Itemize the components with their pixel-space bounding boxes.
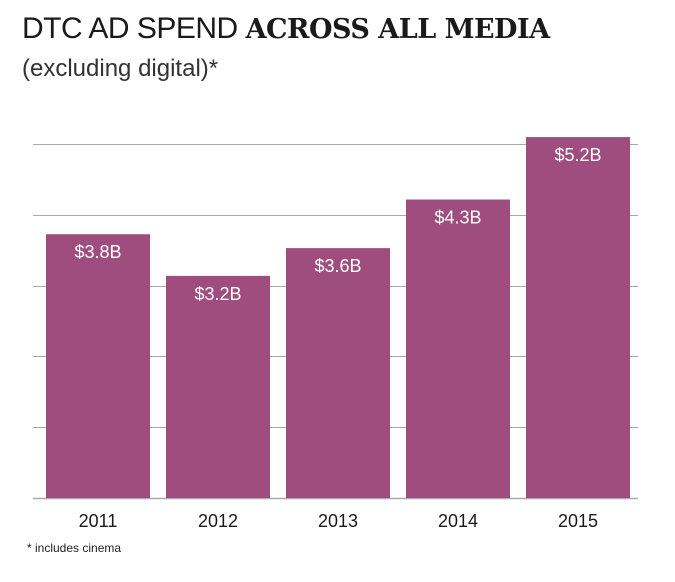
x-tick-2012: 2012 bbox=[198, 511, 238, 531]
data-labels: $3.8B $3.2B $3.6B $4.3B $5.2B bbox=[74, 145, 601, 304]
bar-label-2011: $3.8B bbox=[74, 242, 121, 262]
bar-label-2015: $5.2B bbox=[554, 145, 601, 165]
chart-subtitle: (excluding digital)* bbox=[22, 55, 219, 82]
x-tick-2013: 2013 bbox=[318, 511, 358, 531]
x-tick-2015: 2015 bbox=[558, 511, 598, 531]
x-tick-2011: 2011 bbox=[79, 511, 118, 531]
bar-2011 bbox=[46, 234, 150, 498]
bar-label-2012: $3.2B bbox=[194, 284, 241, 304]
bar-label-2014: $4.3B bbox=[434, 208, 481, 228]
bar-2015 bbox=[526, 137, 630, 498]
x-tick-2014: 2014 bbox=[438, 511, 478, 531]
bar-2013 bbox=[286, 248, 390, 498]
x-axis-ticks: 2011 2012 2013 2014 2015 bbox=[79, 511, 598, 531]
bars bbox=[46, 137, 630, 498]
bar-2014 bbox=[406, 199, 510, 498]
bar-2012 bbox=[166, 275, 270, 498]
chart-title: DTC AD SPEND ACROSS ALL MEDIA bbox=[22, 10, 550, 49]
footnote: * includes cinema bbox=[27, 541, 122, 555]
chart-title-light: DTC AD SPEND bbox=[22, 12, 238, 45]
bar-label-2013: $3.6B bbox=[314, 256, 361, 276]
chart-title-bold: ACROSS ALL MEDIA bbox=[245, 14, 550, 45]
